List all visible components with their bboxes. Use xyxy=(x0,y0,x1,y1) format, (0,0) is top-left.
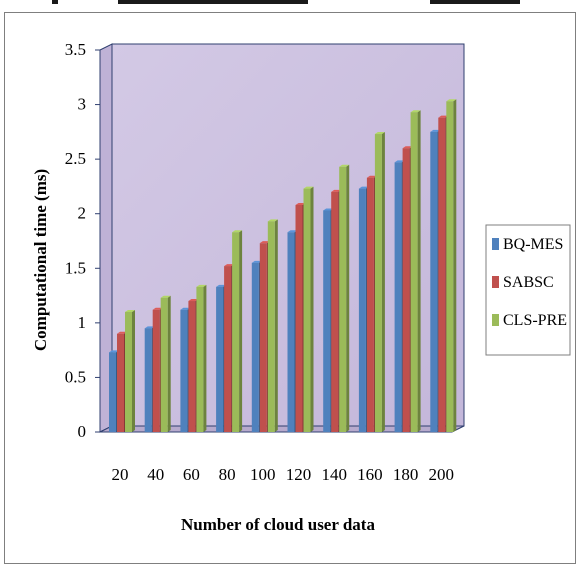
y-tick-label: 1.5 xyxy=(65,258,86,277)
x-tick-label: 200 xyxy=(429,465,455,484)
legend-swatch-cls-pre xyxy=(492,314,499,326)
bar-cls-pre-160 xyxy=(374,132,385,433)
bar-cls-pre-20 xyxy=(125,309,135,432)
bar-cls-pre-200 xyxy=(446,99,457,432)
x-axis-label: Number of cloud user data xyxy=(181,515,375,534)
bar-cls-pre-80 xyxy=(232,230,243,432)
y-tick-label: 0.5 xyxy=(65,367,86,386)
y-tick-label: 1 xyxy=(78,313,87,332)
bar-cls-pre-180 xyxy=(410,110,421,432)
x-tick-label: 60 xyxy=(183,465,200,484)
x-axis-ticks: 20 40 60 80 100 120 140 160 180 200 xyxy=(112,465,455,484)
legend-label-cls-pre: CLS-PRE xyxy=(503,312,567,329)
x-tick-label: 100 xyxy=(250,465,276,484)
bar-cls-pre-140 xyxy=(339,164,350,433)
y-tick-label: 2.5 xyxy=(65,149,86,168)
legend-label-sabsc: SABSC xyxy=(503,274,554,291)
x-tick-label: 120 xyxy=(286,465,312,484)
legend-swatch-bq-mes xyxy=(492,238,499,250)
x-tick-label: 140 xyxy=(321,465,347,484)
x-tick-label: 20 xyxy=(112,465,129,484)
x-tick-label: 160 xyxy=(357,465,383,484)
legend: BQ-MES SABSC CLS-PRE xyxy=(492,236,567,329)
bar-cls-pre-40 xyxy=(160,295,171,432)
y-axis-label: Computational time (ms) xyxy=(31,169,50,351)
x-tick-label: 40 xyxy=(147,465,164,484)
y-axis-ticks: 0 0.5 1 1.5 2 2.5 3 3.5 xyxy=(65,40,100,441)
cropped-caption-strip xyxy=(0,0,583,10)
y-tick-label: 3 xyxy=(78,95,87,114)
legend-label-bq-mes: BQ-MES xyxy=(503,236,563,253)
x-tick-label: 180 xyxy=(393,465,419,484)
legend-box xyxy=(485,224,571,356)
bar-cls-pre-100 xyxy=(267,219,278,432)
y-tick-label: 3.5 xyxy=(65,40,86,59)
bars-group xyxy=(109,99,457,433)
legend-swatch-sabsc xyxy=(492,276,499,288)
bar-cls-pre-120 xyxy=(303,186,314,432)
y-tick-label: 2 xyxy=(78,204,87,223)
y-tick-label: 0 xyxy=(78,422,87,441)
bar-cls-pre-60 xyxy=(196,284,207,432)
x-tick-label: 80 xyxy=(219,465,236,484)
